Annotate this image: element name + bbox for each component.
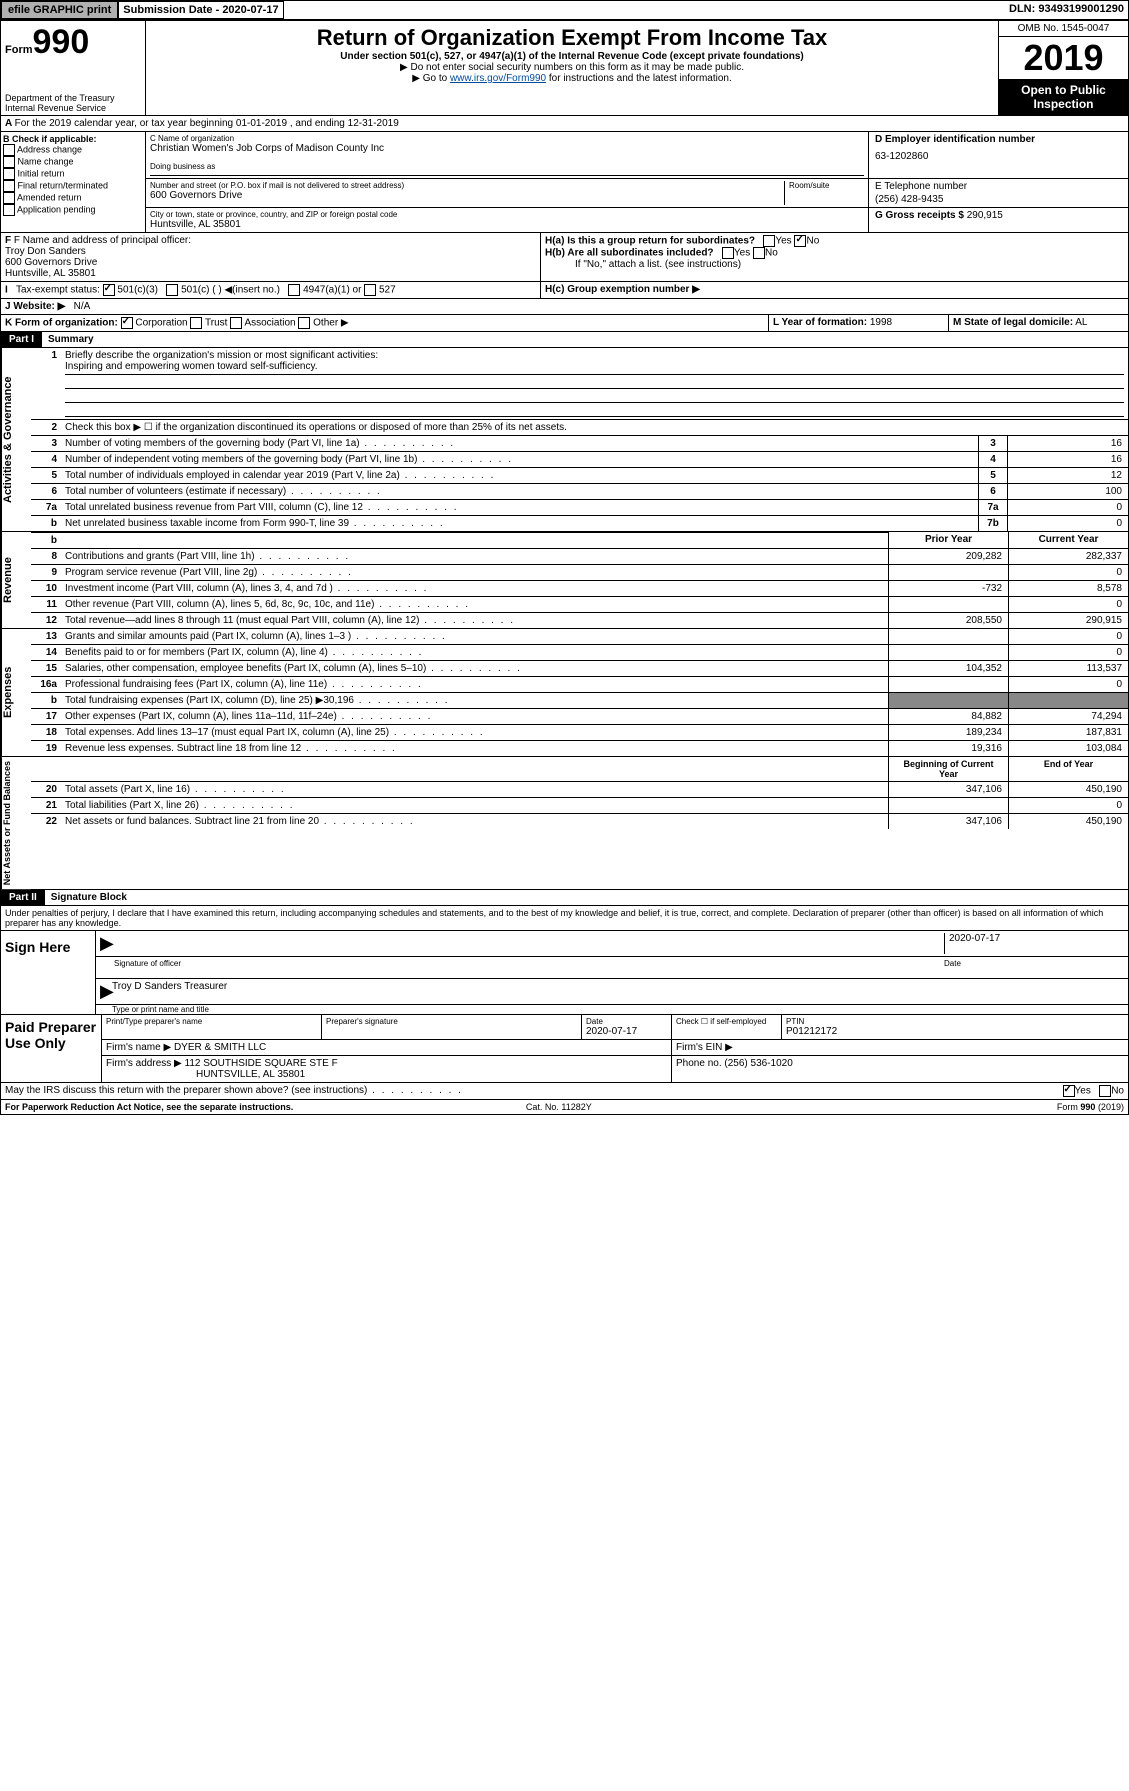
addr-label: Number and street (or P.O. box if mail i… [150,181,784,190]
ck-assoc[interactable] [230,317,242,329]
financial-line: 9Program service revenue (Part VIII, lin… [31,564,1128,580]
hb-yes[interactable] [722,247,734,259]
financial-line: 13Grants and similar amounts paid (Part … [31,629,1128,644]
irs-link[interactable]: www.irs.gov/Form990 [450,73,546,84]
paid-preparer: Paid Preparer Use Only Print/Type prepar… [0,1015,1129,1083]
summary-line: 5Total number of individuals employed in… [31,467,1128,483]
section-revenue: Revenue b Prior Year Current Year 8Contr… [0,532,1129,629]
section-bcdeg: B Check if applicable: Address change Na… [0,132,1129,233]
line2-checkbox: Check this box ▶ ☐ if the organization d… [61,420,1128,435]
website-row: J Website: ▶ N/A [0,299,1129,315]
addr-value: 600 Governors Drive [150,190,784,201]
form-header: Form990 Department of the Treasury Inter… [0,20,1129,116]
financial-line: 21Total liabilities (Part X, line 26)0 [31,797,1128,813]
financial-line: 14Benefits paid to or for members (Part … [31,644,1128,660]
ck-4947[interactable] [288,284,300,296]
dba-label: Doing business as [150,162,864,176]
gross-label: G Gross receipts $ [875,210,964,221]
section-net-assets: Net Assets or Fund Balances Beginning of… [0,757,1129,890]
boxb-checkbox[interactable]: Final return/terminated [3,180,143,192]
city-value: Huntsville, AL 35801 [150,219,864,230]
summary-line: 6Total number of volunteers (estimate if… [31,483,1128,499]
ck-527[interactable] [364,284,376,296]
summary-line: 4Number of independent voting members of… [31,451,1128,467]
room-label: Room/suite [789,181,864,190]
sig-date: 2020-07-17 [944,933,1124,954]
org-name: Christian Women's Job Corps of Madison C… [150,143,864,154]
section-governance: Activities & Governance 1 Briefly descri… [0,348,1129,532]
boxb-checkbox[interactable]: Name change [3,156,143,168]
tax-year: 2019 [999,37,1128,79]
part2-header: Part II Signature Block [0,890,1129,906]
summary-line: 3Number of voting members of the governi… [31,435,1128,451]
financial-line: 8Contributions and grants (Part VIII, li… [31,548,1128,564]
boxb-checkbox[interactable]: Amended return [3,192,143,204]
boxb-checkbox[interactable]: Initial return [3,168,143,180]
topbar: efile GRAPHIC print Submission Date - 20… [0,0,1129,20]
financial-line: 10Investment income (Part VIII, column (… [31,580,1128,596]
efile-print-button[interactable]: efile GRAPHIC print [1,1,118,19]
financial-line: 20Total assets (Part X, line 16)347,1064… [31,781,1128,797]
gross-value: 290,915 [967,210,1003,221]
ein-label: D Employer identification number [875,134,1122,145]
footer: For Paperwork Reduction Act Notice, see … [0,1100,1129,1115]
phone-value: (256) 428-9435 [875,194,1122,205]
org-name-label: C Name of organization [150,134,864,143]
ha-no[interactable] [794,235,806,247]
box-b: B Check if applicable: Address change Na… [1,132,146,232]
officer-name: Troy D Sanders Treasurer [112,981,227,1002]
financial-line: 16aProfessional fundraising fees (Part I… [31,676,1128,692]
omb-number: OMB No. 1545-0047 [999,21,1128,37]
box-hc: H(c) Group exemption number ▶ [541,282,1128,298]
perjury-declaration: Under penalties of perjury, I declare th… [0,906,1129,931]
boxb-checkbox[interactable]: Application pending [3,204,143,216]
phone-label: E Telephone number [875,181,1122,192]
financial-line: 15Salaries, other compensation, employee… [31,660,1128,676]
hb-no[interactable] [753,247,765,259]
ck-501c[interactable] [166,284,178,296]
treasury-label: Department of the Treasury Internal Reve… [5,93,141,113]
financial-line: 12Total revenue—add lines 8 through 11 (… [31,612,1128,628]
form-title: Return of Organization Exempt From Incom… [150,25,994,51]
signature-block: Sign Here ▶ 2020-07-17 Signature of offi… [0,931,1129,1015]
section-expenses: Expenses 13Grants and similar amounts pa… [0,629,1129,757]
box-f: F F Name and address of principal office… [1,233,541,281]
dln: DLN: 93493199001290 [1005,1,1128,19]
financial-line: 19Revenue less expenses. Subtract line 1… [31,740,1128,756]
discuss-no[interactable] [1099,1085,1111,1097]
mission-text: Inspiring and empowering women toward se… [65,361,1124,375]
summary-line: 7aTotal unrelated business revenue from … [31,499,1128,515]
summary-line: bNet unrelated business taxable income f… [31,515,1128,531]
part1-header: Part I Summary [0,332,1129,348]
tax-exempt-row: I Tax-exempt status: 501(c)(3) 501(c) ( … [1,282,541,298]
ha-yes[interactable] [763,235,775,247]
financial-line: 22Net assets or fund balances. Subtract … [31,813,1128,829]
boxb-checkbox[interactable]: Address change [3,144,143,156]
financial-line: 17Other expenses (Part IX, column (A), l… [31,708,1128,724]
ein-value: 63-1202860 [875,151,1122,162]
financial-line: 18Total expenses. Add lines 13–17 (must … [31,724,1128,740]
period-line: A For the 2019 calendar year, or tax yea… [0,116,1129,132]
submission-date: Submission Date - 2020-07-17 [118,1,283,19]
open-public: Open to Public Inspection [999,79,1128,115]
financial-line: bTotal fundraising expenses (Part IX, co… [31,692,1128,708]
discuss-row: May the IRS discuss this return with the… [0,1083,1129,1100]
klm-row: K Form of organization: Corporation Trus… [0,315,1129,332]
financial-line: 11Other revenue (Part VIII, column (A), … [31,596,1128,612]
note-ssn: ▶ Do not enter social security numbers o… [150,62,994,73]
ck-other[interactable] [298,317,310,329]
box-h: H(a) Is this a group return for subordin… [541,233,1128,281]
form-990-label: Form990 [5,23,141,62]
form-subtitle: Under section 501(c), 527, or 4947(a)(1)… [150,51,994,62]
ck-501c3[interactable] [103,284,115,296]
note-link: ▶ Go to www.irs.gov/Form990 for instruct… [150,73,994,84]
ck-corp[interactable] [121,317,133,329]
discuss-yes[interactable] [1063,1085,1075,1097]
ck-trust[interactable] [190,317,202,329]
city-label: City or town, state or province, country… [150,210,864,219]
